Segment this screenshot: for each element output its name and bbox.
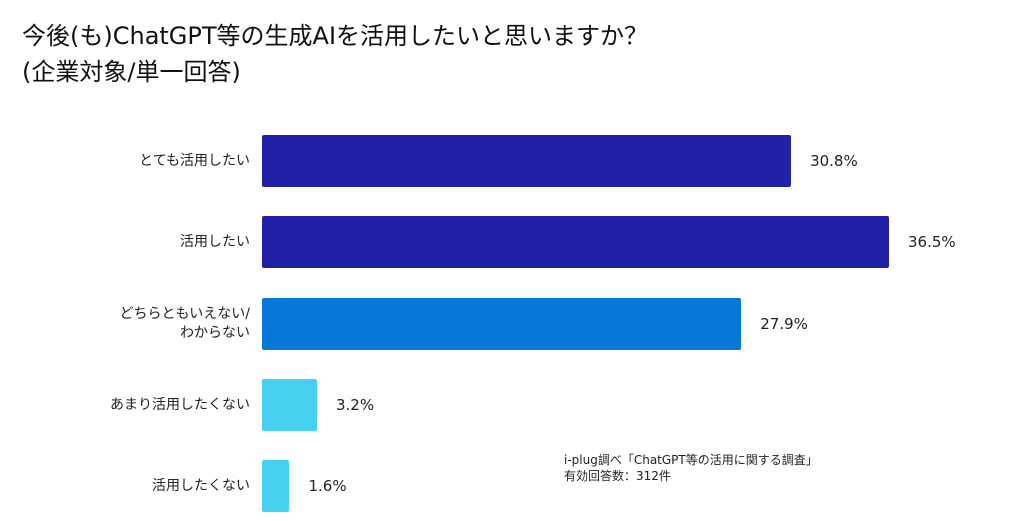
value-label: 30.8% [810, 152, 858, 170]
category-label: あまり活用したくない [110, 396, 250, 413]
category-label: どちらともいえない/ わからない [119, 306, 250, 341]
bar [262, 379, 317, 431]
bar [262, 460, 290, 512]
sample-note: 有効回答数：312件 [564, 469, 671, 483]
category-label: 活用したくない [152, 477, 250, 494]
source-note: i-plug調べ「ChatGPT等の活用に関する調査」 [564, 453, 818, 467]
category-label: 活用したい [180, 233, 250, 250]
bar [262, 216, 889, 268]
value-label: 3.2% [335, 396, 375, 414]
category-label: とても活用したい [139, 152, 250, 169]
value-label: 27.9% [760, 315, 808, 333]
value-label: 36.5% [908, 233, 956, 251]
chart-subtitle: (企業対象/単一回答) [22, 58, 241, 86]
bar [262, 298, 742, 350]
chart-title: 今後(も)ChatGPT等の生成AIを活用したいと思いますか？ [22, 22, 649, 50]
bar [262, 135, 792, 187]
value-label: 1.6% [308, 477, 347, 495]
